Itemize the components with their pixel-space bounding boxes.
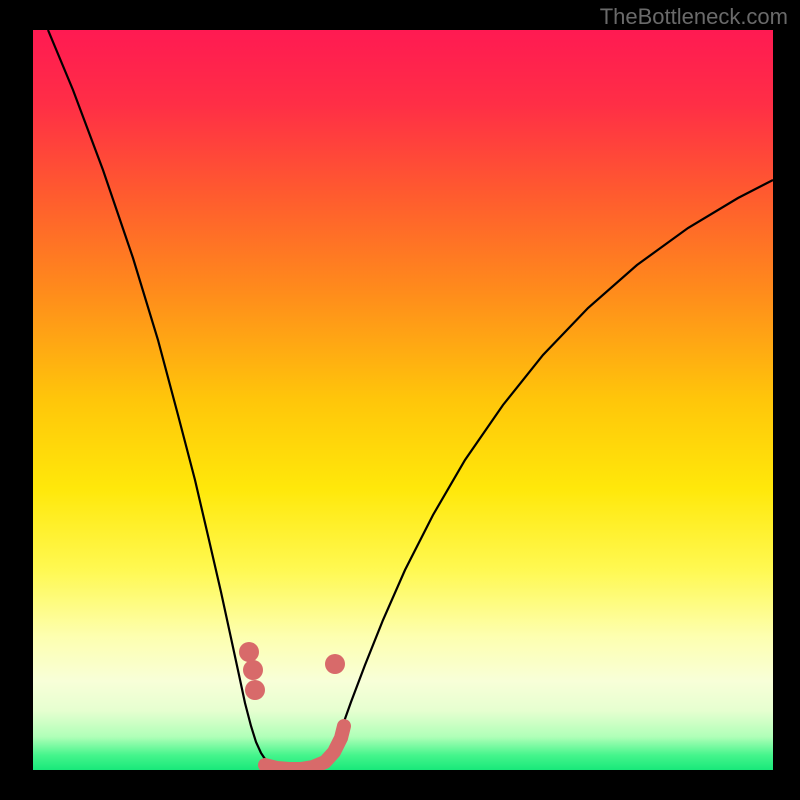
watermark-text: TheBottleneck.com xyxy=(600,4,788,30)
gradient-background xyxy=(33,30,773,770)
plot-area xyxy=(33,30,773,770)
